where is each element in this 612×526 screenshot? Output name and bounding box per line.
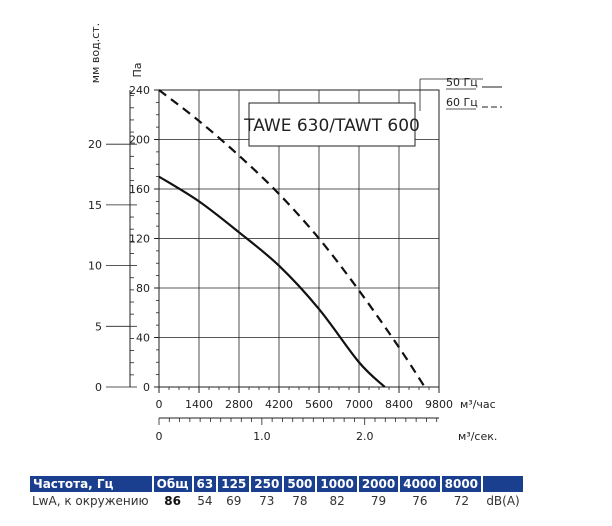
header-250: 250	[251, 476, 283, 492]
header-2000: 2000	[358, 476, 399, 492]
x-tick-label: 0	[156, 398, 163, 411]
header-63: 63	[193, 476, 217, 492]
y2-tick-label: 10	[88, 260, 102, 273]
row-value-63: 54	[197, 494, 213, 508]
sound-table-header-row: Частота, Гц Общ 63 125 250 500 1000 2000…	[30, 476, 524, 492]
y2-axis-label-mm: мм вод.ст.	[89, 23, 102, 83]
header-unit-blank	[483, 476, 524, 492]
sound-table: Частота, Гц Общ 63 125 250 500 1000 2000…	[28, 476, 525, 510]
header-125: 125	[218, 476, 250, 492]
x2-axis-label-m3s: м³/сек.	[458, 430, 497, 443]
row-value-8000: 72	[453, 494, 469, 508]
y2-tick-label: 20	[88, 138, 102, 151]
x-tick-label: 7000	[345, 398, 373, 411]
row-label: LwA, к окружению	[32, 494, 149, 508]
title-box	[248, 102, 416, 147]
table-row: LwA, к окружению 86 54 69 73 78 82 79 76…	[30, 492, 523, 510]
header-total: Общ	[153, 476, 192, 492]
legend-label-1: 50 Гц	[446, 76, 478, 89]
x2-tick-label: 1.0	[253, 430, 271, 443]
y-tick-label: 240	[129, 84, 150, 97]
x-tick-label: 8400	[385, 398, 413, 411]
row-value-250: 73	[259, 494, 275, 508]
row-value-1000: 82	[329, 494, 345, 508]
header-4000: 4000	[400, 476, 440, 492]
legend-layer: 50 Гц 60 Гц	[419, 76, 502, 111]
x-tick-label: 1400	[185, 398, 213, 411]
header-frequency: Частота, Гц	[30, 476, 152, 492]
y-tick-label: 120	[129, 233, 150, 246]
y-axis-label-pa: Па	[131, 62, 144, 77]
row-total: 86	[164, 494, 181, 508]
y-tick-label: 160	[129, 183, 150, 196]
y-tick-label: 0	[143, 381, 150, 394]
row-value-4000: 76	[412, 494, 428, 508]
x-axis-label-m3h: м³/час	[460, 398, 496, 411]
x-tick-label: 4200	[265, 398, 293, 411]
row-value-2000: 79	[370, 494, 387, 508]
header-500: 500	[284, 476, 316, 492]
x-tick-label: 5600	[305, 398, 333, 411]
x-tick-label: 2800	[225, 398, 253, 411]
y-tick-label: 40	[136, 332, 150, 345]
row-value-125: 69	[226, 494, 242, 508]
x2-tick-label: 2.0	[356, 430, 374, 443]
row-value-500: 78	[292, 494, 308, 508]
chart-title: TAWE 630/TAWT 600	[243, 116, 420, 136]
series-line-2	[158, 89, 426, 388]
header-1000: 1000	[317, 476, 357, 492]
series-line-1	[158, 175, 386, 388]
y-tick-label: 200	[129, 134, 150, 147]
x-tick-label: 9800	[425, 398, 453, 411]
y2-tick-label: 5	[95, 320, 102, 333]
x2-tick-label: 0	[156, 430, 163, 443]
row-unit: dB(A)	[486, 494, 520, 508]
header-8000: 8000	[441, 476, 482, 492]
series-layer	[158, 89, 426, 388]
y-tick-label: 80	[136, 282, 150, 295]
legend-label-2: 60 Гц	[446, 96, 478, 109]
y2-tick-label: 15	[88, 199, 102, 212]
y2-tick-label: 0	[95, 381, 102, 394]
